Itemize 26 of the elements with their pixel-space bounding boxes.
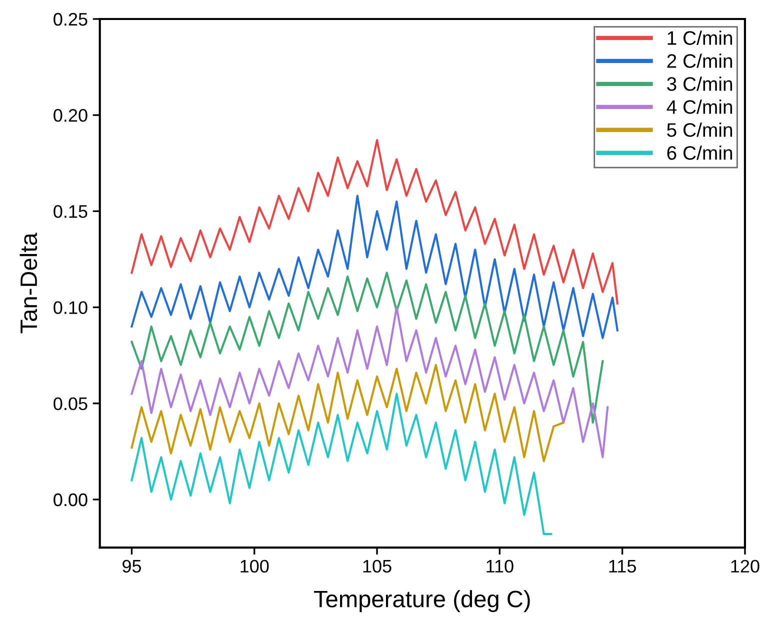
legend-label: 4 C/min	[666, 100, 732, 114]
x-tick-label: 105	[363, 560, 392, 573]
line-series	[130, 306, 609, 458]
x-tick-label: 120	[731, 560, 760, 573]
x-tick-label: 110	[486, 560, 514, 573]
y-axis-title: Tan-Delta	[20, 232, 38, 334]
y-tick-label: 0.05	[54, 397, 88, 410]
y-tick-label: 0.00	[54, 493, 88, 506]
x-tick-label: 100	[240, 560, 269, 573]
x-axis-title: Temperature (deg C)	[314, 590, 530, 612]
line-series	[130, 364, 564, 462]
y-tick-label: 0.20	[54, 109, 88, 122]
y-tick-label: 0.15	[54, 205, 88, 218]
legend-label: 3 C/min	[667, 76, 732, 91]
y-tick-label: 0.10	[54, 301, 88, 314]
line-series	[130, 392, 552, 536]
legend-label: 2 C/min	[667, 54, 732, 68]
line-series	[130, 194, 618, 340]
x-tick-label: 95	[122, 560, 142, 573]
x-tick-label: 115	[609, 560, 636, 573]
line-series	[130, 272, 604, 424]
line-series	[130, 139, 618, 304]
y-tick-label: 0.25	[54, 12, 88, 26]
legend-label: 5 C/min	[667, 122, 732, 137]
legend-label: 1 C/min	[668, 30, 732, 45]
legend-label: 6 C/min	[667, 146, 732, 160]
